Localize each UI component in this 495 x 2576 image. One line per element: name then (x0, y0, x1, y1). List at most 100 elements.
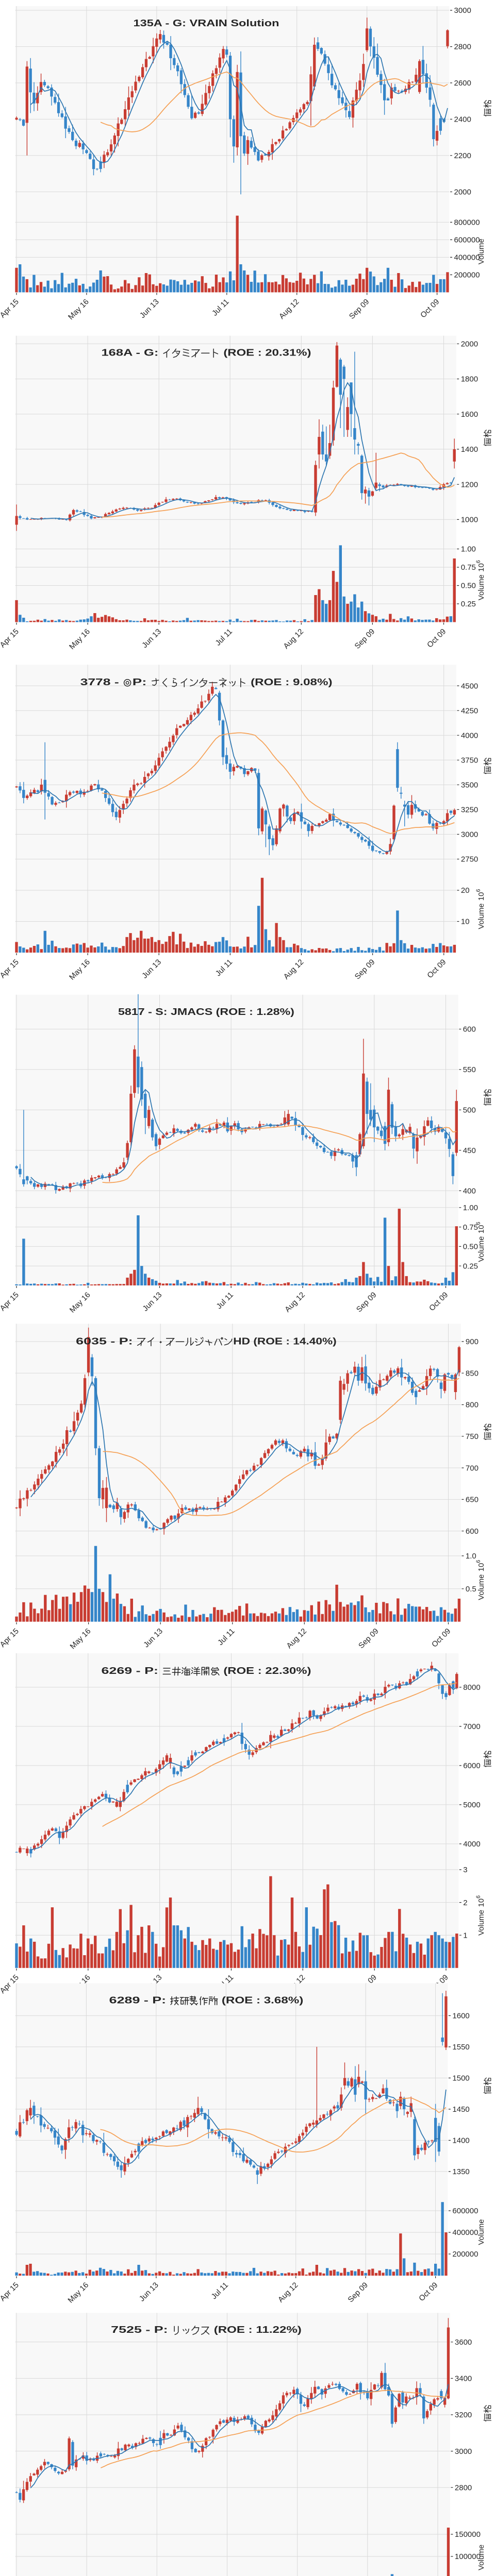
svg-text:3400: 3400 (455, 2375, 472, 2383)
svg-text:2750: 2750 (461, 855, 478, 864)
svg-text:0.75: 0.75 (463, 1223, 478, 1232)
svg-text:500: 500 (463, 1106, 476, 1115)
svg-text:900: 900 (466, 1337, 478, 1346)
svg-text:3750: 3750 (461, 756, 478, 765)
svg-text:2400: 2400 (454, 115, 471, 124)
svg-text:6: 6 (475, 889, 482, 892)
svg-text:135A - G: VRAIN Solution: 135A - G: VRAIN Solution (134, 18, 279, 28)
svg-text:200000: 200000 (454, 271, 480, 280)
svg-text:650: 650 (466, 1496, 478, 1504)
svg-text:600: 600 (466, 1527, 478, 1536)
svg-text:1600: 1600 (461, 410, 478, 419)
svg-text:P:: P: (133, 677, 151, 687)
svg-text:10: 10 (461, 918, 470, 926)
svg-text:10: 10 (477, 892, 486, 901)
svg-text:1600: 1600 (452, 2012, 469, 2021)
svg-text:3000: 3000 (455, 2447, 472, 2456)
svg-text:6289 - P:: 6289 - P: (109, 1995, 170, 2006)
svg-text:1350: 1350 (452, 2167, 469, 2176)
svg-text:200000: 200000 (452, 2250, 478, 2259)
svg-text:6: 6 (475, 1895, 482, 1899)
svg-text:1400: 1400 (452, 2137, 469, 2145)
svg-text:6: 6 (475, 1560, 482, 1563)
svg-text:Volume: Volume (477, 239, 486, 264)
svg-text:10: 10 (477, 1899, 486, 1907)
svg-text:0.5: 0.5 (466, 1585, 476, 1594)
svg-text:1.00: 1.00 (463, 1204, 478, 1212)
svg-text:(ROE : 11.22%): (ROE : 11.22%) (210, 2325, 302, 2335)
svg-text:2800: 2800 (454, 43, 471, 52)
svg-text:450: 450 (463, 1146, 476, 1155)
svg-text:3000: 3000 (454, 6, 471, 15)
svg-text:5000: 5000 (463, 1801, 480, 1809)
svg-text:1.0: 1.0 (466, 1552, 476, 1561)
svg-text:400000: 400000 (452, 2228, 478, 2237)
svg-text:600: 600 (463, 1025, 476, 1034)
svg-text:Volume: Volume (477, 1574, 486, 1600)
svg-text:0.75: 0.75 (461, 563, 476, 572)
svg-text:10: 10 (477, 563, 486, 572)
svg-text:550: 550 (463, 1065, 476, 1074)
svg-text:1800: 1800 (461, 375, 478, 384)
svg-text:6000: 6000 (463, 1761, 480, 1770)
svg-text:Volume: Volume (477, 903, 486, 929)
svg-text:Volume: Volume (477, 2545, 486, 2570)
svg-text:2800: 2800 (455, 2483, 472, 2492)
svg-text:400: 400 (463, 1187, 476, 1195)
svg-text:1: 1 (463, 1931, 467, 1940)
svg-text:5817 - S: JMACS (ROE : 1.28%): 5817 - S: JMACS (ROE : 1.28%) (118, 1007, 294, 1017)
svg-text:1450: 1450 (452, 2105, 469, 2114)
svg-text:8000: 8000 (463, 1683, 480, 1692)
svg-text:800: 800 (466, 1401, 478, 1410)
svg-text:Volume: Volume (477, 2219, 486, 2245)
svg-text:10: 10 (477, 1563, 486, 1572)
svg-text:2000: 2000 (454, 188, 471, 197)
svg-text:2000: 2000 (461, 340, 478, 349)
svg-text:2: 2 (463, 1899, 467, 1907)
svg-text:50000: 50000 (455, 2574, 476, 2576)
svg-text:(ROE : 9.08%): (ROE : 9.08%) (247, 677, 332, 687)
svg-text:4500: 4500 (461, 682, 478, 690)
svg-text:3500: 3500 (461, 781, 478, 790)
svg-text:1.00: 1.00 (461, 545, 476, 554)
svg-text:0.25: 0.25 (461, 600, 476, 608)
svg-text:600000: 600000 (454, 236, 480, 245)
svg-text:850: 850 (466, 1369, 478, 1378)
svg-text:800000: 800000 (454, 218, 480, 227)
svg-text:(ROE : 20.31%): (ROE : 20.31%) (220, 348, 311, 358)
svg-text:2600: 2600 (454, 79, 471, 88)
svg-text:HD (ROE : 14.40%): HD (ROE : 14.40%) (233, 1336, 336, 1346)
svg-text:3200: 3200 (455, 2411, 472, 2419)
svg-text:700: 700 (466, 1464, 478, 1472)
svg-text:4000: 4000 (461, 731, 478, 740)
svg-text:1200: 1200 (461, 480, 478, 489)
svg-text:0.50: 0.50 (461, 582, 476, 590)
svg-text:3600: 3600 (455, 2338, 472, 2347)
svg-text:(ROE : 3.68%): (ROE : 3.68%) (218, 1995, 303, 2006)
svg-text:100000: 100000 (455, 2552, 481, 2561)
svg-text:3250: 3250 (461, 806, 478, 815)
svg-text:6269 - P:: 6269 - P: (102, 1666, 162, 1676)
svg-text:(ROE : 22.30%): (ROE : 22.30%) (220, 1666, 311, 1676)
svg-text:3000: 3000 (461, 831, 478, 839)
svg-text:6: 6 (475, 560, 482, 563)
svg-text:6: 6 (475, 1222, 482, 1225)
svg-text:1550: 1550 (452, 2043, 469, 2052)
svg-text:1400: 1400 (461, 445, 478, 454)
svg-text:2200: 2200 (454, 151, 471, 160)
svg-text:6035 - P:: 6035 - P: (76, 1336, 137, 1346)
svg-text:150000: 150000 (455, 2530, 481, 2539)
svg-text:750: 750 (466, 1432, 478, 1441)
svg-text:168A - G:: 168A - G: (102, 348, 162, 358)
svg-text:20: 20 (461, 886, 470, 895)
svg-text:4000: 4000 (463, 1840, 480, 1849)
svg-text:1000: 1000 (461, 516, 478, 524)
svg-text:400000: 400000 (454, 253, 480, 262)
svg-text:3778 -: 3778 - (80, 677, 123, 687)
svg-text:Volume: Volume (477, 574, 486, 600)
svg-text:10: 10 (477, 1225, 486, 1234)
svg-text:0.50: 0.50 (463, 1243, 478, 1251)
svg-text:7525 - P:: 7525 - P: (111, 2325, 172, 2335)
svg-text:Volume: Volume (477, 1236, 486, 1262)
svg-text:4250: 4250 (461, 706, 478, 715)
